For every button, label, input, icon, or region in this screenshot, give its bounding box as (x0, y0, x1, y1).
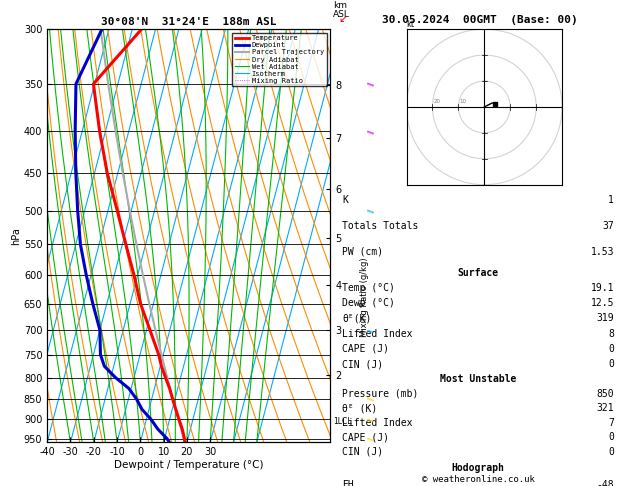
Legend: Temperature, Dewpoint, Parcel Trajectory, Dry Adiabat, Wet Adiabat, Isotherm, Mi: Temperature, Dewpoint, Parcel Trajectory… (232, 33, 326, 87)
Text: EH: EH (342, 480, 353, 486)
Text: PW (cm): PW (cm) (342, 247, 383, 257)
Text: Mixing Ratio (g/kg): Mixing Ratio (g/kg) (360, 258, 369, 337)
Text: 7: 7 (608, 418, 614, 428)
Text: CIN (J): CIN (J) (342, 359, 383, 369)
Text: ||: || (367, 416, 376, 423)
Text: CAPE (J): CAPE (J) (342, 433, 389, 442)
Text: 37: 37 (603, 221, 614, 231)
Text: K: K (342, 195, 348, 205)
Text: CIN (J): CIN (J) (342, 447, 383, 457)
Text: kt: kt (406, 20, 415, 29)
Text: θᴱ (K): θᴱ (K) (342, 403, 377, 413)
Text: ||: || (367, 327, 376, 333)
Text: -48: -48 (596, 480, 614, 486)
Text: 1.53: 1.53 (591, 247, 614, 257)
Text: ||: || (367, 81, 376, 87)
Text: 10: 10 (460, 99, 467, 104)
Text: Dewp (°C): Dewp (°C) (342, 298, 395, 308)
Text: CAPE (J): CAPE (J) (342, 344, 389, 354)
Text: km
ASL: km ASL (333, 1, 350, 19)
Text: 0: 0 (608, 344, 614, 354)
Text: 850: 850 (596, 389, 614, 399)
Title: 30°08'N  31°24'E  188m ASL: 30°08'N 31°24'E 188m ASL (101, 17, 277, 27)
Text: 0: 0 (608, 433, 614, 442)
Text: ||: || (367, 207, 376, 214)
Text: © weatheronline.co.uk: © weatheronline.co.uk (421, 474, 535, 484)
Text: ||: || (367, 435, 376, 442)
Text: 20: 20 (434, 99, 441, 104)
Text: 319: 319 (596, 313, 614, 323)
Text: ||: || (367, 128, 376, 135)
Y-axis label: hPa: hPa (11, 227, 21, 244)
Text: 0: 0 (608, 447, 614, 457)
Text: 19.1: 19.1 (591, 283, 614, 293)
Text: Temp (°C): Temp (°C) (342, 283, 395, 293)
Text: Lifted Index: Lifted Index (342, 418, 413, 428)
Text: Surface: Surface (457, 267, 499, 278)
Text: 1: 1 (608, 195, 614, 205)
Text: Most Unstable: Most Unstable (440, 374, 516, 384)
Text: 1LCL: 1LCL (333, 417, 352, 426)
Text: 12.5: 12.5 (591, 298, 614, 308)
Text: 321: 321 (596, 403, 614, 413)
Text: 0: 0 (608, 359, 614, 369)
X-axis label: Dewpoint / Temperature (°C): Dewpoint / Temperature (°C) (114, 460, 264, 470)
Text: ||: || (367, 396, 376, 402)
Text: 30.05.2024  00GMT  (Base: 00): 30.05.2024 00GMT (Base: 00) (382, 15, 577, 25)
Text: Pressure (mb): Pressure (mb) (342, 389, 418, 399)
Text: Totals Totals: Totals Totals (342, 221, 418, 231)
Text: ↙: ↙ (338, 14, 347, 24)
Text: Lifted Index: Lifted Index (342, 329, 413, 339)
Text: 8: 8 (608, 329, 614, 339)
Text: θᴱ(K): θᴱ(K) (342, 313, 372, 323)
Text: Hodograph: Hodograph (452, 463, 504, 473)
